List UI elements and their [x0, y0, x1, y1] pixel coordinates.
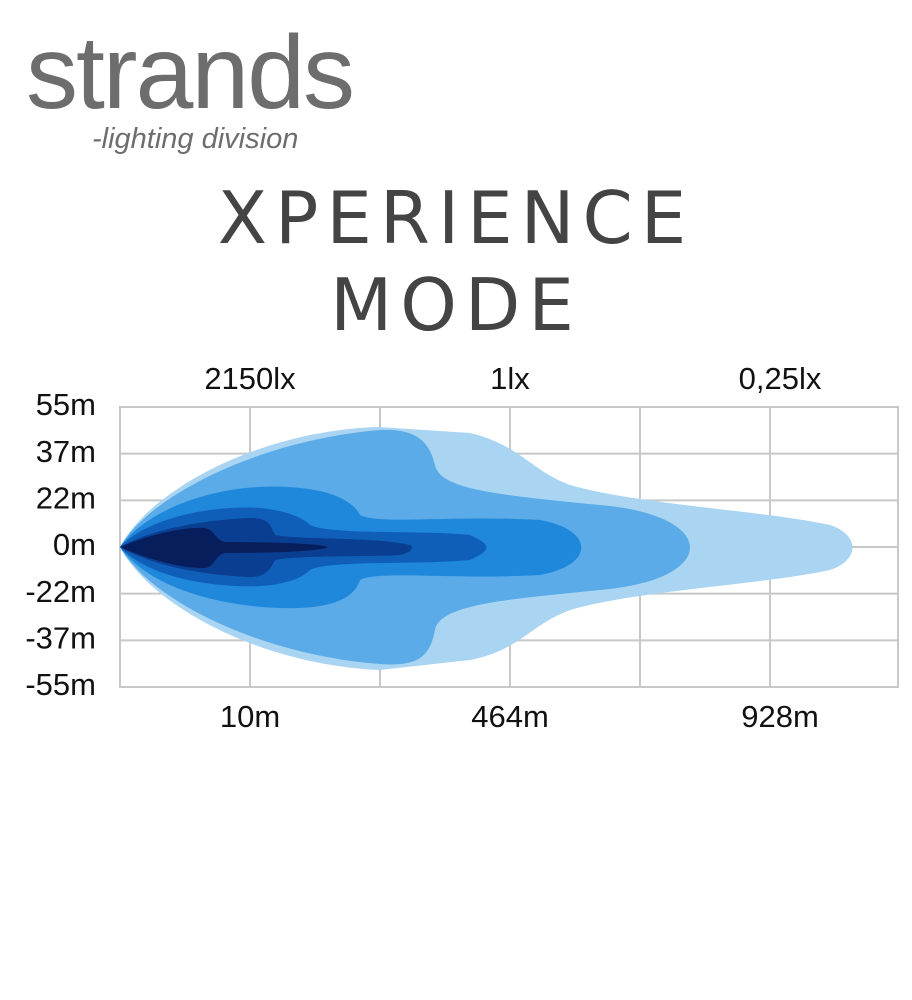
y-label: 22m [36, 481, 96, 516]
y-label: -55m [25, 667, 96, 702]
y-label: -22m [25, 574, 96, 609]
title-line: MODE [330, 263, 582, 347]
tagline: -lighting division [92, 123, 298, 155]
y-label: -37m [25, 621, 96, 656]
y-label: 55m [36, 387, 96, 422]
lux-label: 0,25lx [739, 361, 822, 396]
title-line: XPERIENCE [218, 176, 695, 260]
distance-label: 10m [220, 699, 280, 734]
distance-label: 464m [471, 699, 549, 734]
y-label: 37m [36, 434, 96, 469]
y-label: 0m [53, 527, 96, 562]
lux-label: 1lx [490, 361, 530, 396]
distance-label: 928m [741, 699, 819, 734]
lux-label: 2150lx [204, 361, 296, 396]
beam-zone [120, 527, 328, 568]
beam-pattern [120, 427, 853, 670]
labels: 55m 37m 22m 0m -22m -37m -55m 2150lx 1lx 0,25lx 10… [25, 361, 821, 734]
brand: strands [26, 15, 353, 131]
